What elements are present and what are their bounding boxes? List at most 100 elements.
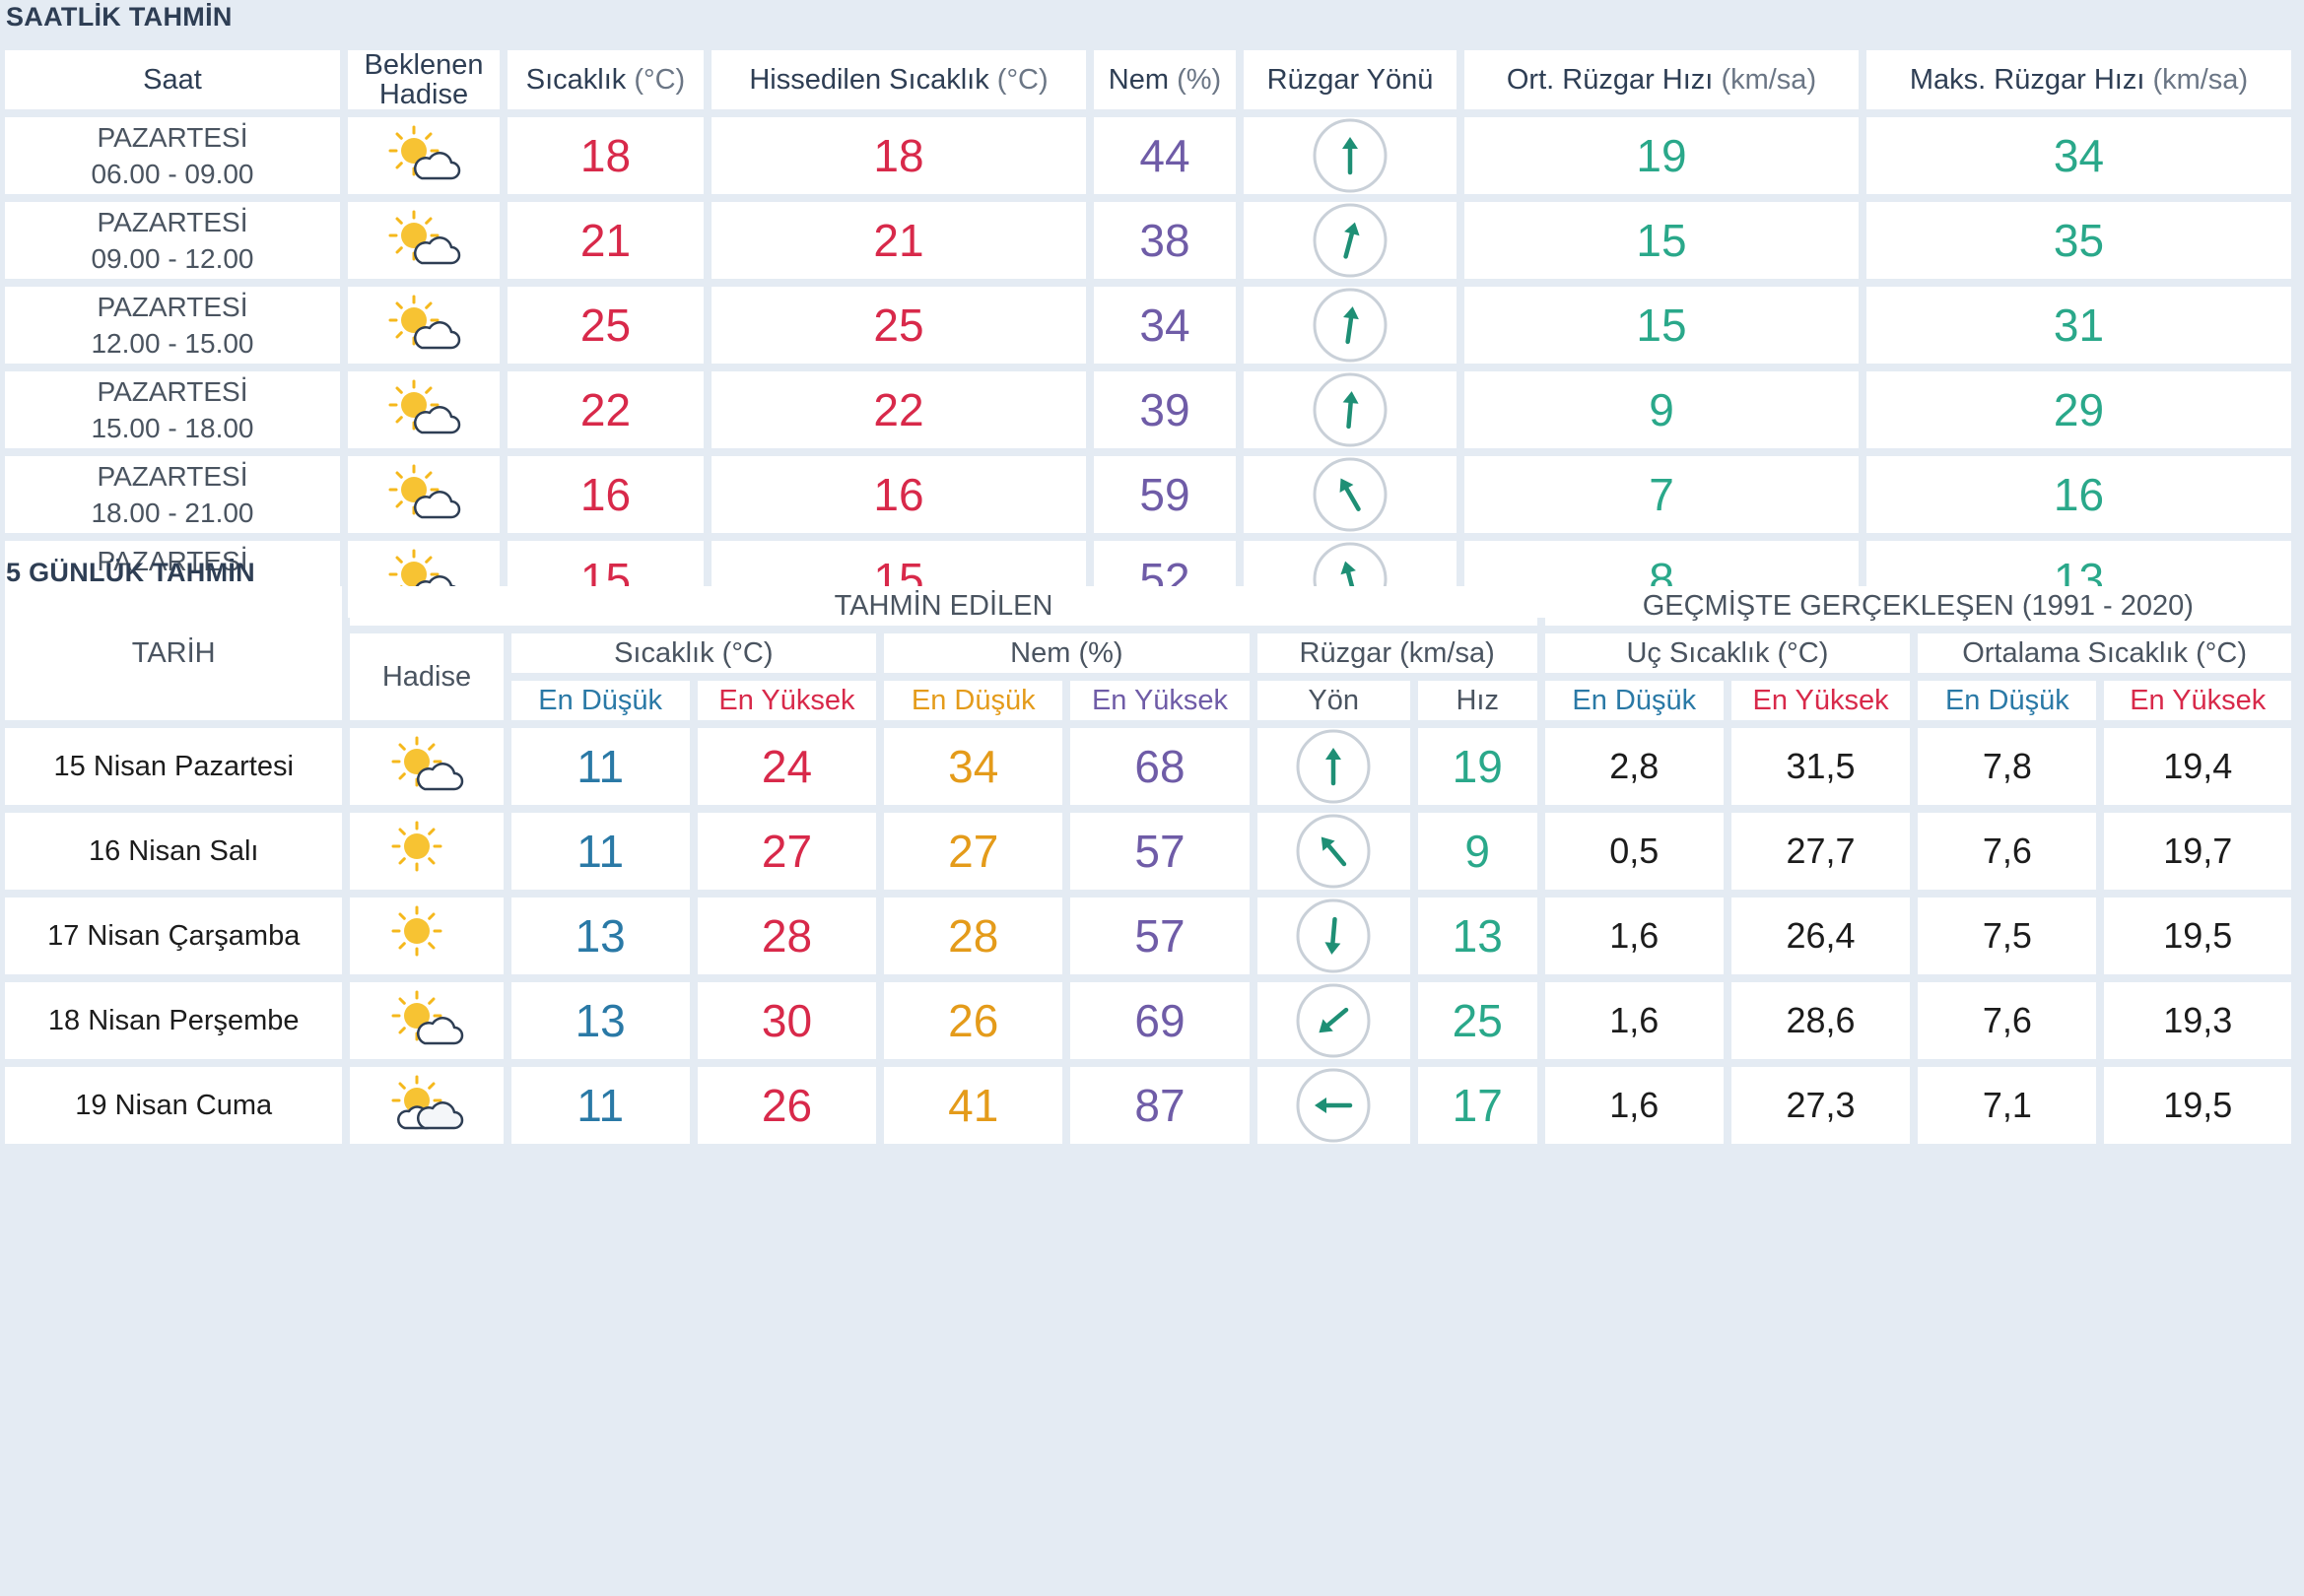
extreme-max-value: 26,4 [1730, 898, 1911, 974]
humidity-value: 39 [1094, 371, 1236, 448]
daily-row: 19 Nisan Cuma 11 26 41 87 17 1,6 27,3 7,1 19,5 [5, 1067, 2291, 1144]
time-range: 15.00 - 18.00 [91, 413, 254, 443]
extreme-min-value: 1,6 [1544, 898, 1724, 974]
hourly-row: PAZARTESİ 12.00 - 15.00 25 25 34 15 31 [5, 287, 2291, 364]
max-wind-speed-value: 34 [1866, 117, 2291, 194]
wind-direction-icon [1244, 202, 1457, 279]
group-header-sicaklik: Sıcaklık (°C) [510, 633, 877, 673]
humidity-min-value: 28 [884, 898, 1063, 974]
time-slot-cell: PAZARTESİ 15.00 - 18.00 [5, 371, 340, 448]
humidity-min-value: 26 [884, 982, 1063, 1059]
group-header-uc-sicaklik: Uç Sıcaklık (°C) [1544, 633, 1911, 673]
wind-direction-icon [1257, 813, 1410, 890]
mostly-cloudy-icon [350, 1075, 503, 1136]
day-label: PAZARTESİ [97, 207, 248, 237]
extreme-max-value: 27,3 [1730, 1067, 1911, 1144]
daily-row: 18 Nisan Perşembe 13 30 26 69 25 1,6 28,6 7,6 19,… [5, 982, 2291, 1059]
temperature-value: 18 [508, 117, 704, 194]
col-header-maks-ruzgar: Maks. Rüzgar Hızı (km/sa) [1866, 50, 2291, 109]
daily-row: 15 Nisan Pazartesi 11 24 34 68 19 2,8 31,5 7,8 19… [5, 728, 2291, 805]
weather-icon-cell [348, 117, 500, 194]
avg-wind-speed-value: 7 [1464, 456, 1859, 533]
extreme-min-value: 1,6 [1544, 982, 1724, 1059]
extreme-min-value: 1,6 [1544, 1067, 1724, 1144]
humidity-value: 34 [1094, 287, 1236, 364]
hourly-row: PAZARTESİ 18.00 - 21.00 16 16 59 7 16 [5, 456, 2291, 533]
average-min-value: 7,1 [1918, 1067, 2097, 1144]
partly-cloudy-icon [348, 295, 500, 356]
day-label: PAZARTESİ [97, 546, 248, 576]
temp-min-value: 13 [510, 982, 690, 1059]
humidity-max-value: 87 [1070, 1067, 1250, 1144]
average-min-value: 7,8 [1918, 728, 2097, 805]
hourly-forecast-title: SAATLİK TAHMİN [6, 2, 233, 32]
col-header-ruzgar-yonu: Rüzgar Yönü [1244, 50, 1457, 109]
temperature-value: 22 [508, 371, 704, 448]
temp-min-value: 11 [510, 1067, 690, 1144]
average-max-value: 19,7 [2104, 813, 2291, 890]
extreme-min-value: 0,5 [1544, 813, 1724, 890]
feels-like-value: 16 [712, 456, 1086, 533]
wind-direction-cell [1256, 1067, 1410, 1144]
wind-speed-value: 17 [1417, 1067, 1537, 1144]
day-label: PAZARTESİ [97, 292, 248, 322]
wind-speed-value: 25 [1417, 982, 1537, 1059]
temp-max-value: 24 [697, 728, 877, 805]
temperature-value: 21 [508, 202, 704, 279]
day-label: PAZARTESİ [97, 461, 248, 492]
day-label: PAZARTESİ [97, 122, 248, 153]
wind-direction-icon [1244, 117, 1457, 194]
wind-direction-cell [1256, 813, 1410, 890]
date-label: 19 Nisan Cuma [5, 1067, 343, 1144]
extreme-max-value: 27,7 [1730, 813, 1911, 890]
hourly-row: PAZARTESİ 15.00 - 18.00 22 22 39 9 29 [5, 371, 2291, 448]
avg-wind-speed-value: 15 [1464, 202, 1859, 279]
col-header-hissedilen: Hissedilen Sıcaklık (°C) [712, 50, 1086, 109]
daily-forecast-title: 5 GÜNLÜK TAHMİN [6, 558, 255, 587]
wind-direction-cell [1244, 287, 1457, 364]
col-header-hadise: Hadise [350, 633, 504, 720]
time-range: 18.00 - 21.00 [91, 498, 254, 528]
time-slot-cell: PAZARTESİ 12.00 - 15.00 [5, 287, 340, 364]
average-max-value: 19,5 [2104, 1067, 2291, 1144]
average-max-value: 19,3 [2104, 982, 2291, 1059]
date-label: 17 Nisan Çarşamba [5, 898, 343, 974]
col-header-sicaklik-en-dusuk: En Düşük [510, 681, 690, 720]
humidity-max-value: 68 [1070, 728, 1250, 805]
average-min-value: 7,6 [1918, 813, 2097, 890]
temp-min-value: 11 [510, 813, 690, 890]
avg-wind-speed-value: 15 [1464, 287, 1859, 364]
col-header-beklenen-hadise: Beklenen Hadise [348, 50, 500, 109]
time-range: 09.00 - 12.00 [91, 243, 254, 274]
humidity-value: 44 [1094, 117, 1236, 194]
max-wind-speed-value: 35 [1866, 202, 2291, 279]
col-header-tarih: TARİH [5, 586, 343, 720]
hourly-forecast-table: Saat Beklenen Hadise Sıcaklık (°C) Hissed… [0, 42, 2299, 626]
temp-min-value: 11 [510, 728, 690, 805]
date-label: 18 Nisan Perşembe [5, 982, 343, 1059]
group-header-gecmiste: GEÇMİŞTE GERÇEKLEŞEN (1991 - 2020) [1544, 586, 2291, 626]
weather-icon-cell [348, 456, 500, 533]
wind-direction-icon [1257, 1067, 1410, 1144]
col-header-nem: Nem (%) [1094, 50, 1236, 109]
wind-direction-cell [1244, 117, 1457, 194]
wind-direction-icon [1244, 456, 1457, 533]
humidity-max-value: 57 [1070, 813, 1250, 890]
avg-wind-speed-value: 19 [1464, 117, 1859, 194]
group-header-ruzgar: Rüzgar (km/sa) [1256, 633, 1537, 673]
wind-direction-icon [1257, 728, 1410, 805]
temp-max-value: 28 [697, 898, 877, 974]
date-label: 15 Nisan Pazartesi [5, 728, 343, 805]
wind-direction-icon [1257, 898, 1410, 974]
partly-cloudy-icon [348, 379, 500, 440]
day-label: PAZARTESİ [97, 376, 248, 407]
wind-speed-value: 19 [1417, 728, 1537, 805]
weather-icon-cell [348, 287, 500, 364]
humidity-min-value: 27 [884, 813, 1063, 890]
col-header-sicaklik: Sıcaklık (°C) [508, 50, 704, 109]
col-header-ort-ruzgar: Ort. Rüzgar Hızı (km/sa) [1464, 50, 1859, 109]
weather-icon-cell [348, 202, 500, 279]
average-min-value: 7,6 [1918, 982, 2097, 1059]
extreme-max-value: 31,5 [1730, 728, 1911, 805]
temp-max-value: 27 [697, 813, 877, 890]
